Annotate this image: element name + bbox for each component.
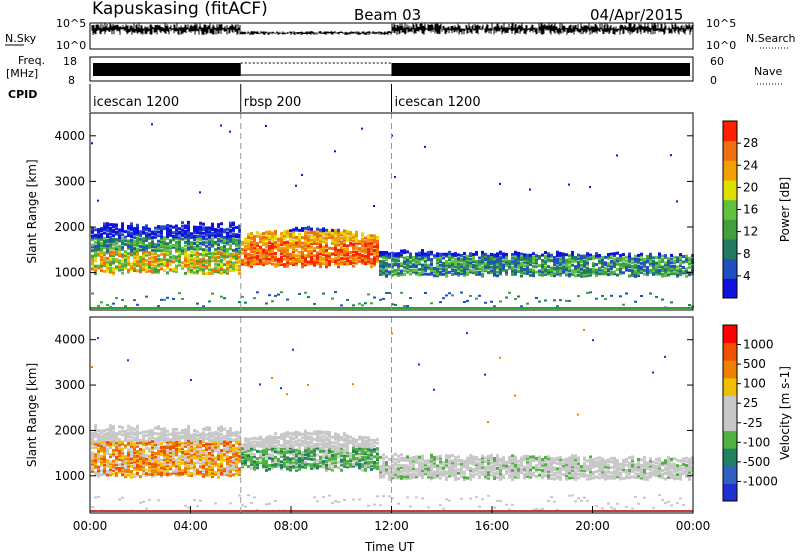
time-axis-label: Time UT <box>364 540 415 554</box>
power-panel: 1000 2000 3000 4000 Slant Range [km] <box>25 112 694 311</box>
colorbar-swatch <box>723 121 737 142</box>
echo-cells <box>91 123 694 309</box>
freq-band-segment-3 <box>391 63 690 76</box>
y-tick-label: 2000 <box>54 220 85 234</box>
cpid-segment-label: icescan 1200 <box>395 95 481 110</box>
time-tick-label: 00:00 <box>676 519 711 533</box>
panel-background <box>90 317 693 513</box>
colorbar-tick-label: 1000 <box>743 338 774 352</box>
noise-right-tick-bottom: 10^0 <box>706 39 736 52</box>
noise-sky-line <box>91 23 693 35</box>
colorbar-swatch <box>723 160 737 181</box>
colorbar-swatch <box>723 395 737 414</box>
time-tick-label: 16:00 <box>475 519 510 533</box>
time-tick-label: 08:00 <box>274 519 309 533</box>
colorbar-tick-label: 12 <box>743 225 758 239</box>
colorbar-swatch <box>723 239 737 260</box>
noise-left-label: N.Sky <box>5 32 37 45</box>
time-axis: 00:00 04:00 08:00 12:00 16:00 20:00 00:00 <box>73 506 711 533</box>
colorbar-label: Velocity [m s-1] <box>778 366 792 460</box>
colorbar-tick-label: 100 <box>743 377 766 391</box>
colorbar-swatch <box>723 448 737 467</box>
date-title: 04/Apr/2015 <box>590 6 683 24</box>
freq-band-segment-1 <box>93 63 241 76</box>
colorbar-tick-label: 28 <box>743 136 758 150</box>
colorbar-tick-label: 24 <box>743 158 758 172</box>
colorbar-swatch <box>723 258 737 279</box>
panel-frame <box>89 112 694 311</box>
colorbar-swatch <box>723 325 737 344</box>
station-title: Kapuskasing (fitACF) <box>92 0 268 19</box>
y-tick-label: 1000 <box>54 266 85 280</box>
y-tick-label: 4000 <box>54 333 85 347</box>
noise-right-label: N.Search <box>746 32 796 45</box>
noise-trace <box>91 23 693 35</box>
nave-label: Nave <box>754 65 782 78</box>
time-tick-label: 04:00 <box>173 519 208 533</box>
colorbar-tick-label: 4 <box>743 269 751 283</box>
time-tick-label: 12:00 <box>374 519 409 533</box>
freq-tick-top: 18 <box>63 55 77 68</box>
colorbar-tick-label: -25 <box>743 416 763 430</box>
cpid-label: CPID <box>8 88 37 101</box>
y-tick-label: 1000 <box>54 469 85 483</box>
noise-right-tick-top: 10^5 <box>706 17 736 30</box>
colorbar-swatch <box>723 278 737 299</box>
colorbar-swatch <box>723 180 737 201</box>
noise-panel-frame <box>89 22 694 50</box>
colorbar-tick-label: 500 <box>743 357 766 371</box>
time-tick-label: 00:00 <box>73 519 108 533</box>
y-axis-label: Slant Range [km] <box>25 363 39 467</box>
colorbar-swatch <box>723 199 737 220</box>
freq-panel-frame <box>89 56 694 82</box>
velocity-panel: 1000 2000 3000 4000 Slant Range [km] <box>25 316 694 514</box>
panel-background <box>90 113 693 310</box>
freq-label-2: [MHz] <box>6 67 38 80</box>
colorbar-tick-label: -500 <box>743 455 770 469</box>
colorbar-swatch <box>723 483 737 502</box>
colorbar-swatch <box>723 430 737 449</box>
colorbar-label: Power [dB] <box>778 177 792 242</box>
colorbar-tick-label: 20 <box>743 180 758 194</box>
freq-trace <box>93 62 690 76</box>
beam-title: Beam 03 <box>354 6 421 24</box>
colorbar-tick-label: 16 <box>743 203 758 217</box>
colorbar-swatch <box>723 342 737 361</box>
colorbar-tick-label: -1000 <box>743 474 778 488</box>
echo-cells <box>91 328 694 512</box>
y-tick-label: 2000 <box>54 423 85 437</box>
cpid-segment-label: rbsp 200 <box>244 95 302 110</box>
colorbar-frame <box>722 324 738 502</box>
nave-tick-top: 60 <box>710 55 724 68</box>
noise-left-tick-top: 10^5 <box>56 17 86 30</box>
colorbar-tick-label: 8 <box>743 247 751 261</box>
freq-label-1: Freq. <box>18 54 45 67</box>
colorbar-tick-label: -100 <box>743 435 770 449</box>
freq-tick-bottom: 8 <box>68 74 75 87</box>
colorbar-swatch <box>723 140 737 161</box>
colorbar-swatch <box>723 219 737 240</box>
colorbar-swatch <box>723 360 737 379</box>
colorbar-tick-label: 25 <box>743 396 758 410</box>
y-tick-label: 3000 <box>54 378 85 392</box>
colorbar-swatch <box>723 377 737 396</box>
cpid-segment-label: icescan 1200 <box>93 95 179 110</box>
y-tick-label: 4000 <box>54 129 85 143</box>
colorbar-swatch <box>723 465 737 484</box>
y-tick-label: 3000 <box>54 174 85 188</box>
y-axis-label: Slant Range [km] <box>25 159 39 263</box>
time-tick-label: 20:00 <box>575 519 610 533</box>
noise-left-tick-bottom: 10^0 <box>56 39 86 52</box>
colorbar-swatch <box>723 413 737 432</box>
nave-tick-bottom: 0 <box>710 74 717 87</box>
power-colorbar: 28 24 20 16 12 8 4 Power [dB] <box>722 120 792 299</box>
cpid-bar: icescan 1200 rbsp 200 icescan 1200 <box>89 84 481 112</box>
